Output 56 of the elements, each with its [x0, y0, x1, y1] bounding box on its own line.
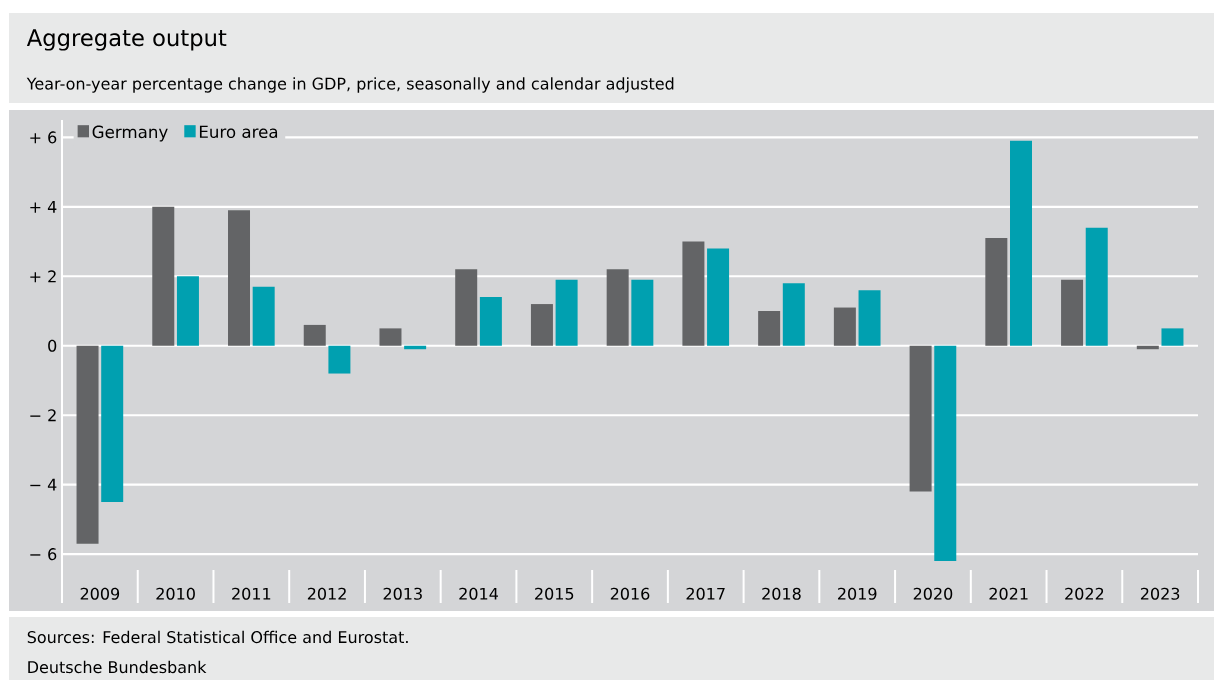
- x-tick-label: 2015: [535, 587, 574, 600]
- bar: [303, 324, 326, 346]
- bar: [479, 297, 502, 346]
- y-tick-label: + 6: [30, 131, 57, 144]
- y-tick-label: + 4: [30, 200, 57, 213]
- bar: [252, 286, 275, 346]
- bar: [909, 345, 932, 492]
- bar: [758, 311, 781, 346]
- bar: [833, 307, 856, 346]
- bar: [1085, 227, 1108, 346]
- bar: [1061, 279, 1084, 346]
- chart-title: Aggregate output: [26, 29, 227, 51]
- bar: [328, 345, 351, 374]
- x-tick-label: 2011: [232, 587, 271, 600]
- y-tick-label: − 2: [30, 409, 56, 422]
- legend-label: Germany: [92, 125, 168, 142]
- bar: [176, 276, 199, 346]
- bar: [858, 290, 881, 346]
- bar: [379, 328, 402, 346]
- text: Deutsche Bundesbank: [28, 660, 207, 674]
- bar: [530, 304, 553, 346]
- y-tick-label: 0: [48, 339, 57, 352]
- bar: [707, 248, 730, 346]
- x-tick-label: 2012: [307, 587, 346, 600]
- bar: [1161, 328, 1184, 346]
- x-tick-label: 2009: [80, 587, 120, 600]
- bar: [101, 345, 124, 503]
- bar: [455, 269, 478, 346]
- bar: [1010, 140, 1032, 346]
- legend-label: Euro area: [199, 125, 278, 139]
- bar: [682, 241, 705, 346]
- x-tick-label: 2018: [762, 587, 801, 600]
- x-tick-label: 2019: [838, 587, 877, 600]
- y-tick-label: − 6: [30, 548, 57, 561]
- bar: [934, 345, 957, 562]
- chart-subtitle: Year-on-year percentage change in GDP, price, seasonally and calendar adjusted: [26, 77, 674, 93]
- x-tick-label: 2023: [1140, 587, 1180, 600]
- bar: [782, 283, 805, 346]
- x-tick-label: 2016: [610, 587, 650, 600]
- x-tick-label: 2020: [913, 587, 953, 600]
- x-tick-label: 2014: [459, 587, 498, 600]
- x-tick-label: 2022: [1065, 587, 1104, 600]
- bar: [555, 279, 578, 346]
- bar: [985, 238, 1008, 346]
- bar: [606, 269, 629, 346]
- x-tick-label: 2010: [156, 587, 195, 600]
- y-tick-label: − 4: [30, 478, 57, 491]
- x-tick-label: 2013: [383, 587, 422, 600]
- bar: [631, 279, 654, 346]
- x-tick-label: 2017: [686, 587, 725, 600]
- y-tick-label: + 2: [30, 270, 56, 283]
- bar: [152, 206, 175, 346]
- x-tick-label: 2021: [989, 587, 1028, 600]
- source-note: Sources: Federal Statistical Office and Eurostat.: [27, 630, 408, 644]
- bar: [228, 210, 251, 346]
- bar: [76, 345, 99, 544]
